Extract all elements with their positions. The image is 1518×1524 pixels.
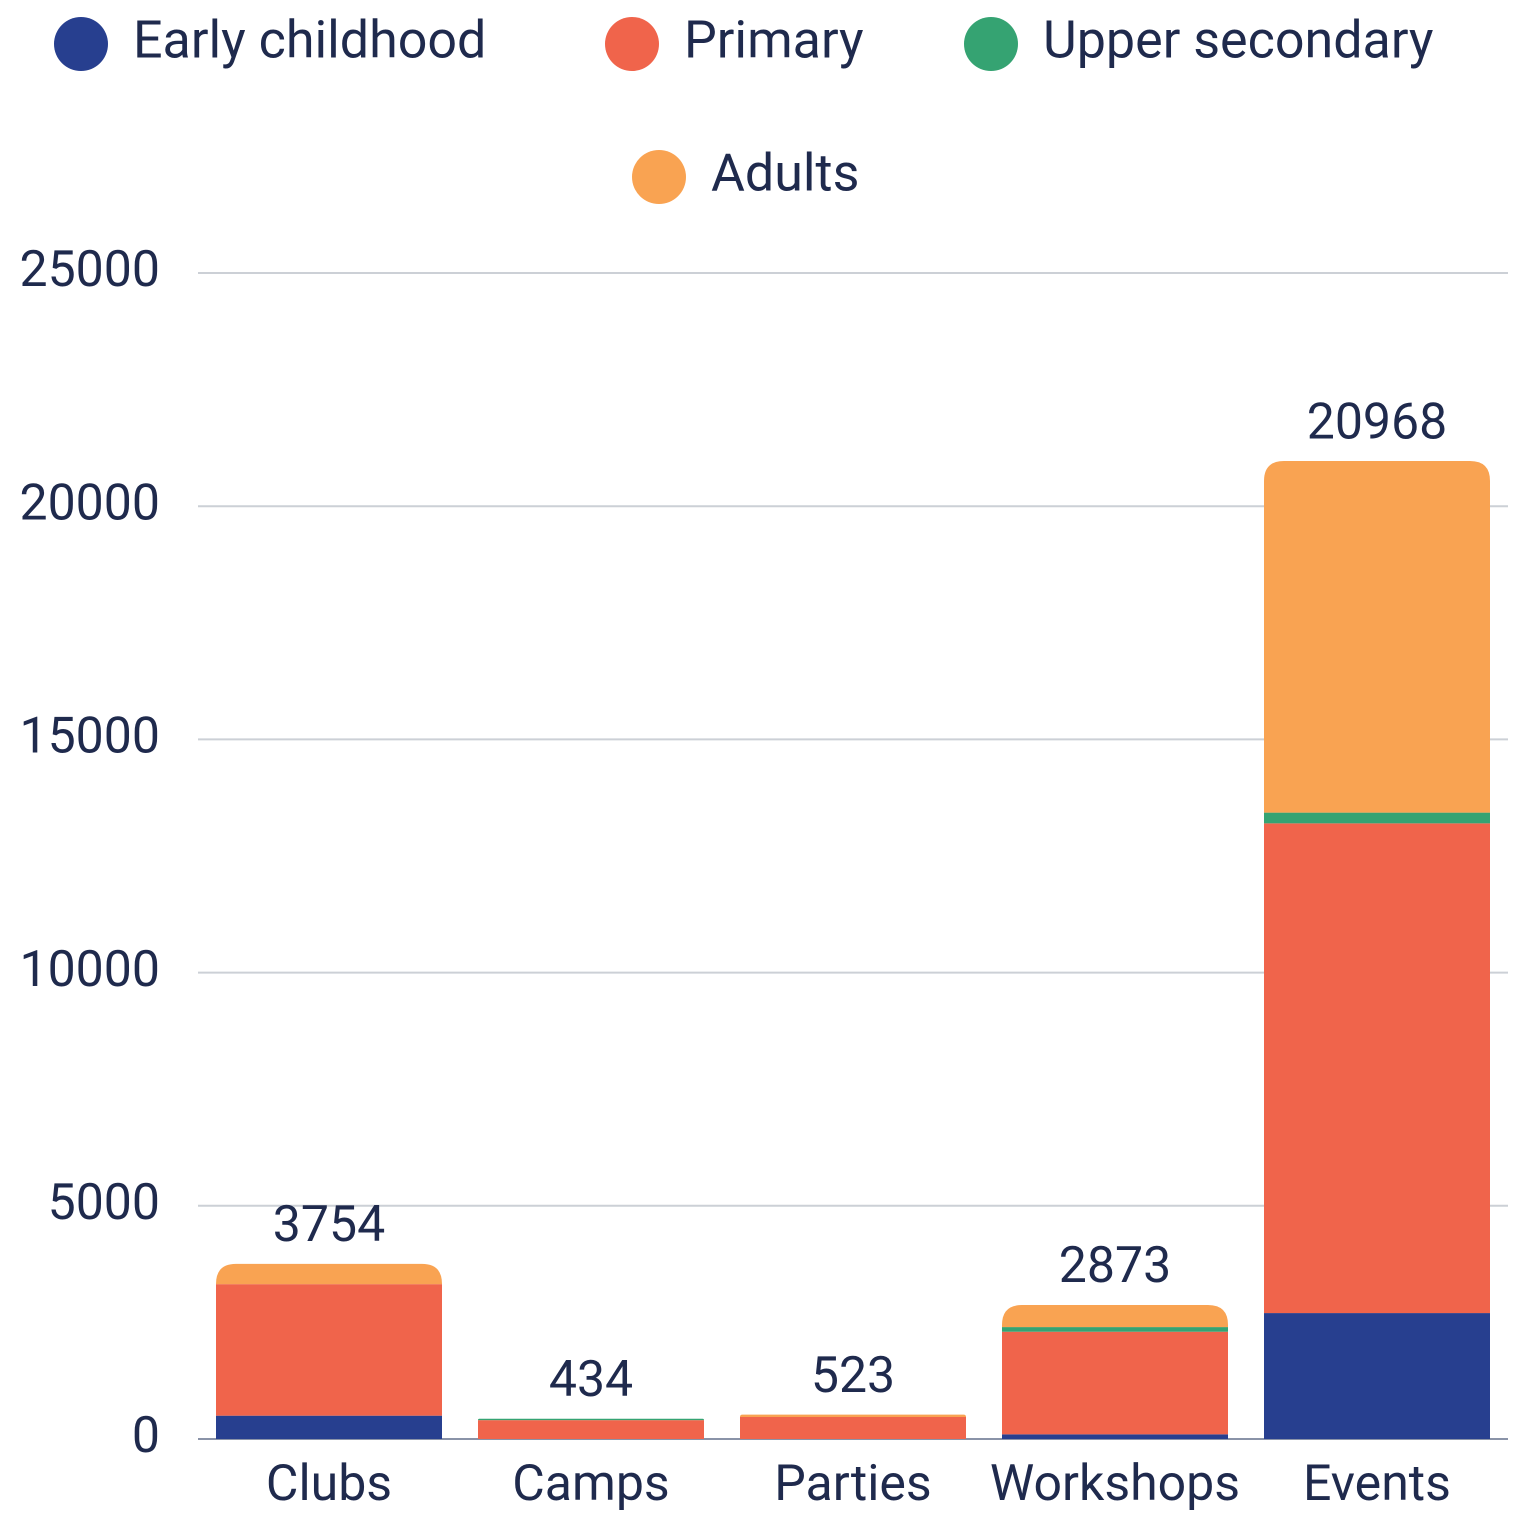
x-tick-label: Camps — [512, 1455, 669, 1513]
y-tick-label: 20000 — [19, 474, 160, 532]
total-label: 2873 — [1059, 1237, 1171, 1295]
bar-segment — [1002, 1434, 1228, 1439]
legend-label: Upper secondary — [1043, 10, 1434, 71]
y-tick-label: 0 — [132, 1407, 160, 1465]
bar-segment — [1002, 1305, 1228, 1328]
x-tick-label: Events — [1303, 1455, 1451, 1513]
bar-segment — [478, 1420, 704, 1439]
legend-label: Early childhood — [133, 10, 486, 71]
bar-segment — [216, 1415, 442, 1439]
legend-marker — [964, 17, 1018, 71]
bar-segment — [740, 1414, 966, 1417]
x-tick-label: Clubs — [266, 1455, 392, 1513]
legend-marker — [605, 17, 659, 71]
bar-segment — [1264, 461, 1490, 813]
total-label: 20968 — [1307, 393, 1448, 451]
y-tick-label: 15000 — [19, 708, 160, 766]
bar-segment — [1264, 812, 1490, 824]
bar-segment — [216, 1263, 442, 1285]
legend-marker — [632, 150, 686, 204]
bar-segment — [740, 1416, 966, 1439]
legend-marker — [54, 17, 108, 71]
y-tick-label: 10000 — [19, 941, 160, 999]
total-label: 523 — [811, 1347, 895, 1405]
bar-segment — [1264, 823, 1490, 1314]
bar-segment — [478, 1418, 704, 1421]
x-tick-label: Workshops — [990, 1455, 1240, 1513]
x-tick-label: Parties — [774, 1455, 931, 1513]
bar-segment — [1264, 1313, 1490, 1439]
total-label: 3754 — [273, 1196, 385, 1254]
total-label: 434 — [549, 1351, 633, 1409]
legend-label: Primary — [684, 10, 864, 71]
y-tick-label: 5000 — [48, 1174, 160, 1232]
legend-label: Adults — [711, 143, 859, 204]
y-tick-label: 25000 — [19, 241, 160, 299]
bar-segment — [1002, 1327, 1228, 1332]
bar-segment — [1002, 1331, 1228, 1435]
bar-segment — [216, 1284, 442, 1416]
